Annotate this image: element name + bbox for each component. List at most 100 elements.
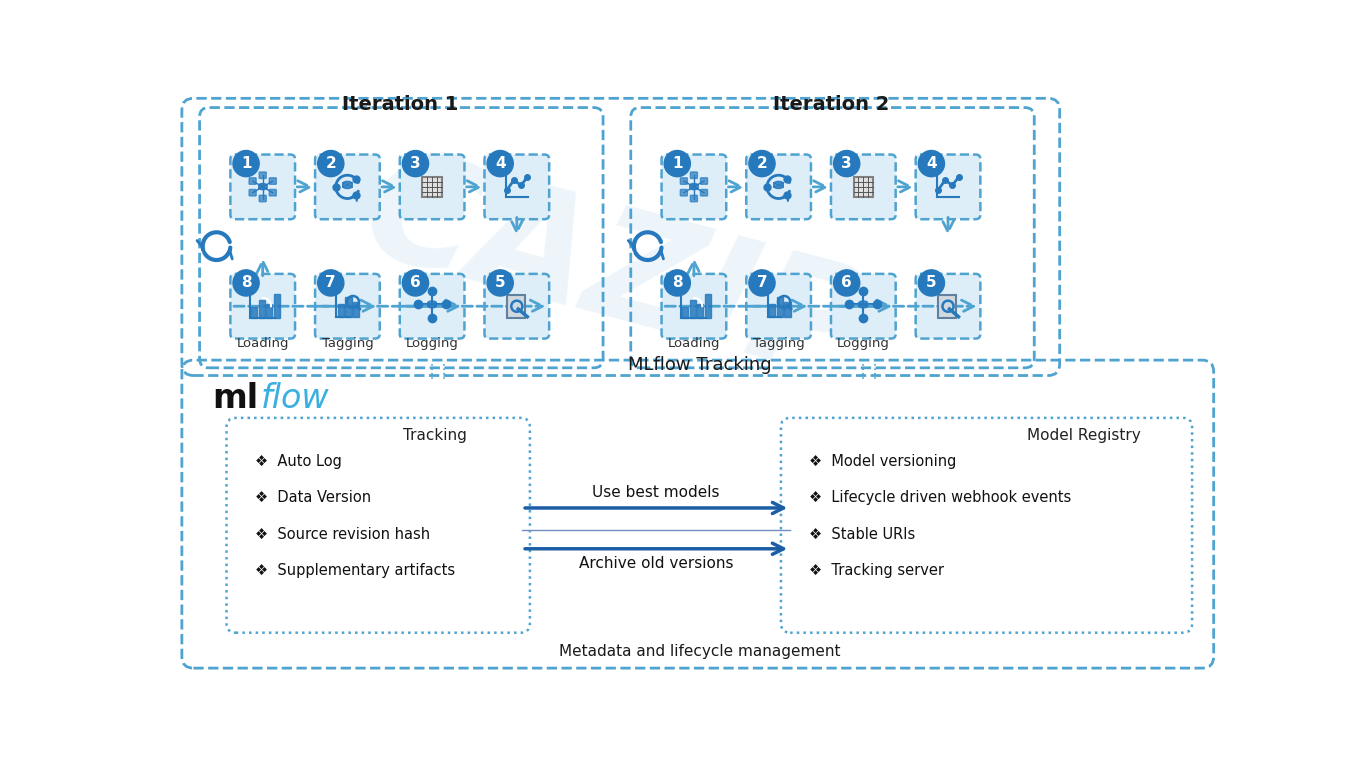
Circle shape [234,270,260,296]
Text: 8: 8 [672,276,683,290]
Ellipse shape [690,184,698,187]
Circle shape [749,151,775,177]
Text: flow: flow [261,382,329,415]
Text: Metadata and lifecycle management: Metadata and lifecycle management [559,644,841,659]
Text: 2: 2 [325,156,336,171]
FancyBboxPatch shape [269,177,276,184]
Bar [251,306,257,318]
Text: Logging: Logging [406,337,459,350]
Text: 5: 5 [926,276,937,290]
FancyBboxPatch shape [260,195,266,202]
Bar [337,304,344,316]
Ellipse shape [690,187,698,190]
Ellipse shape [859,301,867,304]
FancyBboxPatch shape [746,274,811,339]
FancyBboxPatch shape [249,177,257,184]
Circle shape [749,270,775,296]
Text: Model Registry: Model Registry [1027,428,1141,443]
FancyBboxPatch shape [400,274,464,339]
Ellipse shape [775,185,783,188]
Text: Loading: Loading [236,337,290,350]
Ellipse shape [343,185,351,188]
Text: ❖  Auto Log: ❖ Auto Log [255,454,342,469]
FancyBboxPatch shape [690,172,698,178]
FancyBboxPatch shape [231,274,295,339]
Bar [854,177,873,197]
Bar [346,296,351,316]
Text: Logging: Logging [837,337,889,350]
Bar [258,300,265,318]
Text: 6: 6 [841,276,852,290]
Ellipse shape [428,301,436,304]
Ellipse shape [343,181,351,184]
Text: MLflow Tracking: MLflow Tracking [628,356,772,374]
FancyBboxPatch shape [690,195,698,202]
Text: 4: 4 [494,156,505,171]
Text: ml: ml [213,382,260,415]
Bar [690,300,695,318]
Circle shape [664,151,690,177]
Text: 7: 7 [325,276,336,290]
Bar [784,302,791,316]
Text: Iteration 2: Iteration 2 [773,95,889,114]
Text: Tagging: Tagging [753,337,805,350]
Text: ❖  Model versioning: ❖ Model versioning [810,454,956,469]
Circle shape [318,270,344,296]
Text: 7: 7 [757,276,768,290]
Text: ❖  Lifecycle driven webhook events: ❖ Lifecycle driven webhook events [810,491,1072,505]
Circle shape [488,270,514,296]
FancyBboxPatch shape [260,172,266,178]
Bar [777,296,783,316]
Bar [938,295,956,318]
Text: 2: 2 [757,156,768,171]
Text: Iteration 1: Iteration 1 [342,95,458,114]
FancyBboxPatch shape [915,154,981,219]
Text: Use best models: Use best models [593,485,720,500]
Bar [769,304,775,316]
Text: ❖  Source revision hash: ❖ Source revision hash [255,527,430,541]
FancyBboxPatch shape [831,274,896,339]
Ellipse shape [258,184,266,187]
FancyBboxPatch shape [661,274,727,339]
Bar [422,177,441,197]
Text: Archive old versions: Archive old versions [579,557,734,571]
Bar [697,304,703,318]
Text: ❖  Data Version: ❖ Data Version [255,491,372,505]
Bar [705,294,710,318]
Text: Tagging: Tagging [321,337,373,350]
Bar [273,294,280,318]
Text: 1: 1 [672,156,683,171]
Text: 5: 5 [494,276,505,290]
FancyBboxPatch shape [485,274,549,339]
Circle shape [488,151,514,177]
Circle shape [833,270,859,296]
Text: 6: 6 [410,276,421,290]
Bar [507,295,525,318]
Circle shape [833,151,859,177]
FancyBboxPatch shape [400,154,464,219]
Bar [266,304,272,318]
FancyBboxPatch shape [701,177,708,184]
Text: Loading: Loading [668,337,720,350]
Circle shape [403,270,429,296]
Text: Tracking: Tracking [403,428,467,443]
FancyBboxPatch shape [661,154,727,219]
Text: 4: 4 [926,156,937,171]
Text: 3: 3 [410,156,421,171]
Ellipse shape [258,187,266,190]
Bar [354,302,359,316]
Text: ❖  Stable URIs: ❖ Stable URIs [810,527,915,541]
FancyBboxPatch shape [680,190,687,196]
FancyBboxPatch shape [269,190,276,196]
FancyBboxPatch shape [701,190,708,196]
Text: 3: 3 [841,156,852,171]
Text: 8: 8 [240,276,251,290]
Text: 1: 1 [240,156,251,171]
FancyBboxPatch shape [680,177,687,184]
FancyBboxPatch shape [915,274,981,339]
FancyBboxPatch shape [249,190,257,196]
FancyBboxPatch shape [746,154,811,219]
Ellipse shape [775,181,783,184]
Circle shape [918,151,944,177]
FancyBboxPatch shape [831,154,896,219]
